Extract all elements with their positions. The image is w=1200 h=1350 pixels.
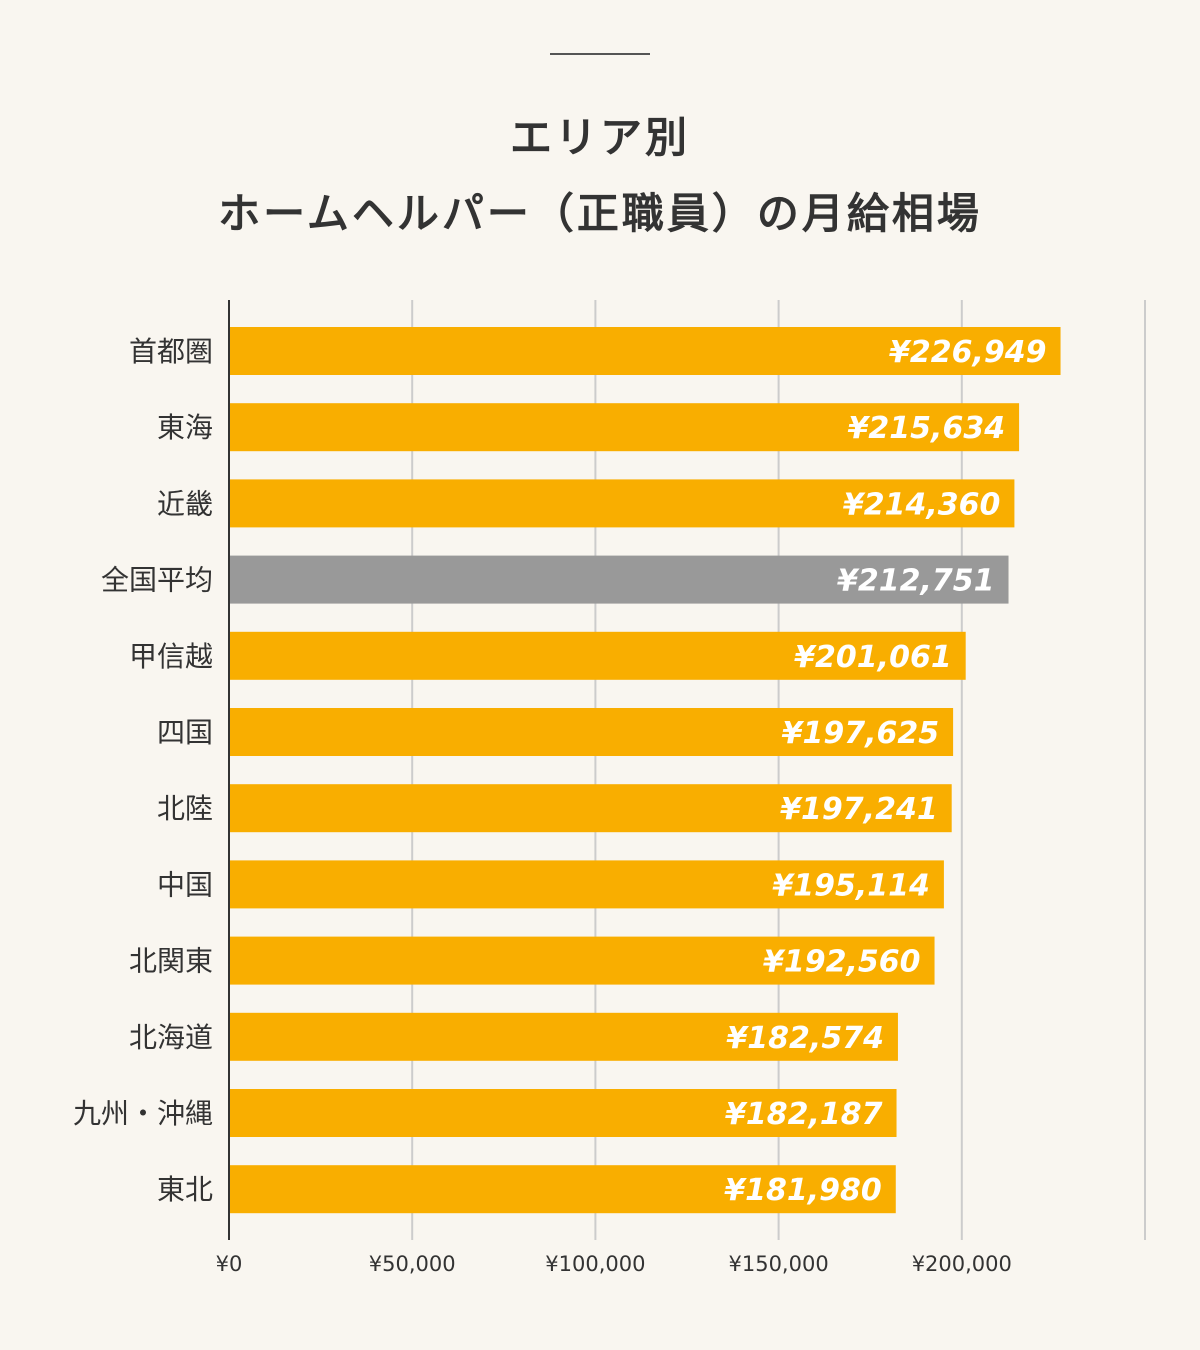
- data-label: ¥182,574: [726, 1021, 884, 1056]
- bars: [229, 327, 1061, 1214]
- bar: [229, 403, 1020, 452]
- category-label: 北関東: [129, 945, 213, 978]
- category-label: 東北: [157, 1173, 213, 1206]
- bar: [229, 631, 966, 680]
- x-tick-label: ¥100,000: [545, 1252, 645, 1276]
- category-label: 九州・沖縄: [73, 1097, 213, 1130]
- data-label: ¥182,187: [725, 1097, 883, 1132]
- category-label: 四国: [157, 716, 213, 749]
- chart-title: エリア別 ホームヘルパー（正職員）の月給相場: [0, 100, 1200, 252]
- data-label: ¥226,949: [889, 335, 1047, 370]
- data-label: ¥215,634: [848, 411, 1006, 446]
- bar: [229, 860, 944, 909]
- bar: [229, 936, 935, 985]
- chart-title-line-1: エリア別: [509, 113, 690, 162]
- category-label: 全国平均: [101, 564, 213, 597]
- bar: [229, 555, 1009, 604]
- x-tick-label: ¥200,000: [912, 1252, 1012, 1276]
- category-label: 東海: [157, 411, 213, 444]
- bar: [229, 479, 1015, 528]
- title-divider: [550, 53, 650, 55]
- data-label: ¥212,751: [837, 564, 995, 599]
- data-label: ¥214,360: [843, 487, 1001, 522]
- bar: [229, 708, 954, 756]
- x-tick-label: ¥50,000: [369, 1252, 456, 1276]
- chart-title-line-2: ホームヘルパー（正職員）の月給相場: [218, 189, 982, 238]
- value-labels: ¥226,949 ¥215,634 ¥214,360 ¥212,751 ¥201,061…: [724, 335, 1046, 1208]
- bar: [229, 1012, 898, 1061]
- bar: [229, 327, 1061, 375]
- data-label: ¥197,625: [782, 716, 940, 751]
- data-label: ¥192,560: [763, 945, 921, 980]
- bar: [229, 1089, 897, 1137]
- data-label: ¥197,241: [780, 792, 938, 827]
- data-label: ¥195,114: [772, 868, 930, 903]
- x-tick-label: ¥0: [216, 1252, 243, 1276]
- category-label: 近畿: [157, 487, 213, 520]
- data-label: ¥181,980: [724, 1173, 882, 1208]
- x-tick-label: ¥150,000: [728, 1252, 828, 1276]
- category-label: 中国: [157, 868, 213, 901]
- bar: [229, 1165, 896, 1214]
- category-label: 甲信越: [129, 640, 213, 673]
- category-label: 首都圏: [129, 335, 213, 368]
- category-label: 北陸: [157, 792, 213, 825]
- x-tick-labels: ¥0 ¥50,000 ¥100,000 ¥150,000 ¥200,000: [216, 1252, 1012, 1276]
- category-label: 北海道: [129, 1021, 213, 1054]
- bar: [229, 784, 952, 833]
- data-label: ¥201,061: [794, 640, 952, 675]
- grid-lines: [411, 300, 1146, 1240]
